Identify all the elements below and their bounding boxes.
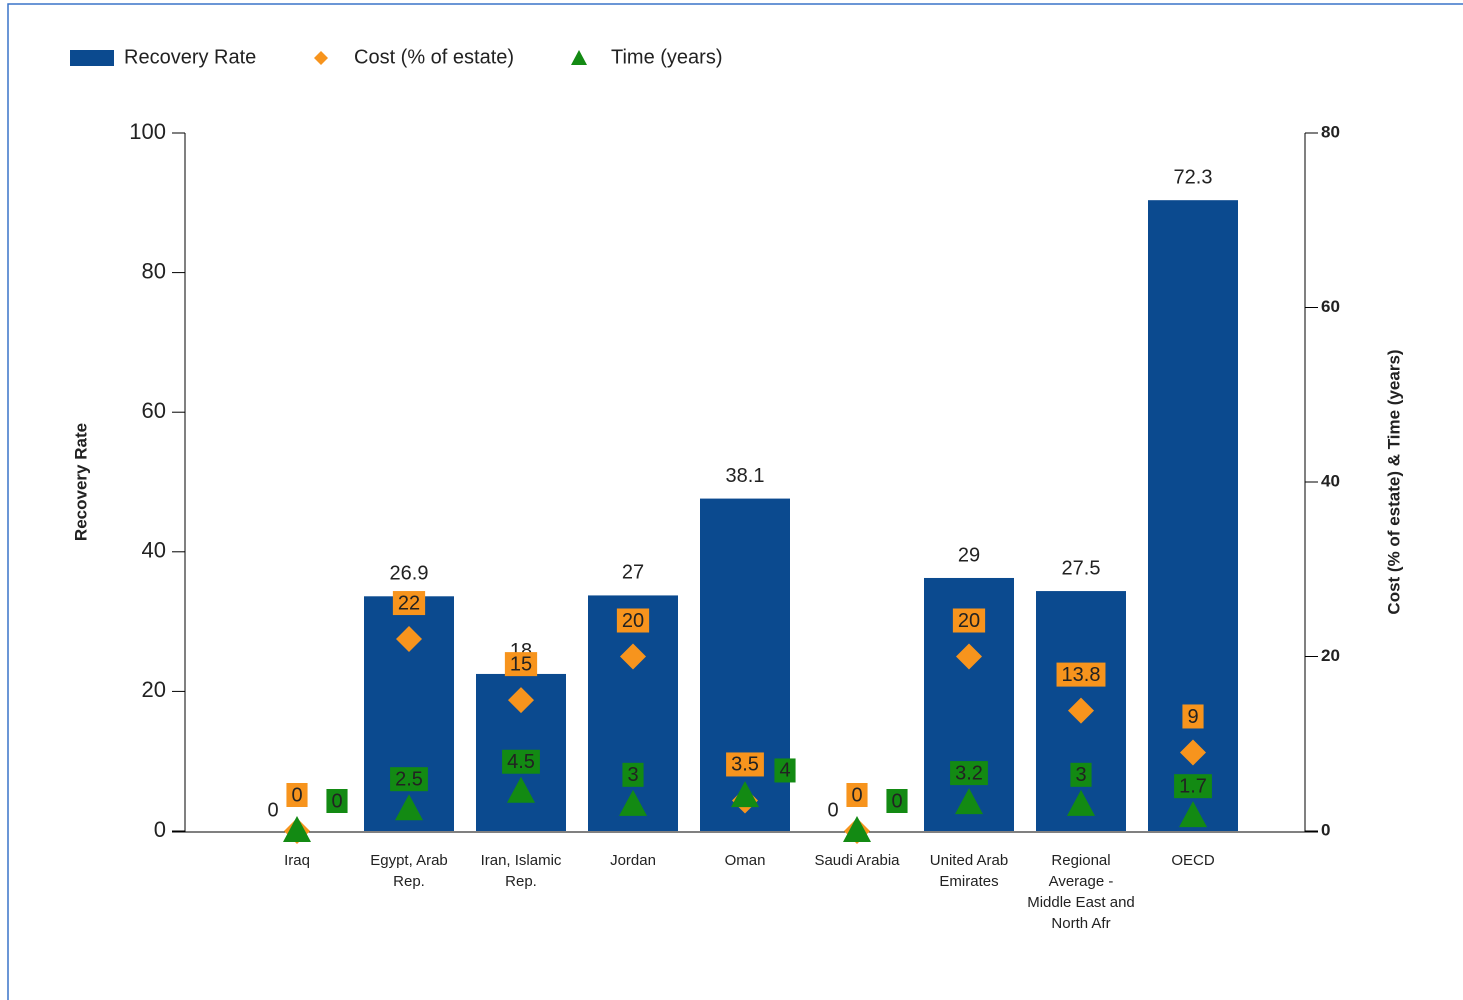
x-tick-label: Regional Average - Middle East and North… xyxy=(1027,852,1135,932)
legend-label: Recovery Rate xyxy=(124,46,256,68)
legend-label: Cost (% of estate) xyxy=(354,46,514,68)
cost-marker xyxy=(620,643,646,670)
time-label: 4.5 xyxy=(507,751,535,773)
time-label-box xyxy=(774,758,796,783)
x-tick-label: Iran, Islamic Rep. xyxy=(480,852,562,890)
bar-value-label: 0 xyxy=(267,799,278,821)
cost-label: 20 xyxy=(622,610,644,632)
y2-tick-label: 0 xyxy=(1321,820,1330,839)
y-tick-label: 0 xyxy=(154,817,166,842)
cost-label-box xyxy=(504,652,538,677)
cost-marker xyxy=(1180,739,1206,766)
bar-value-label: 29 xyxy=(958,544,980,566)
y-tick-label: 60 xyxy=(142,398,166,423)
time-marker xyxy=(1067,789,1095,816)
time-marker xyxy=(731,781,759,808)
time-label: 3 xyxy=(627,764,638,786)
bar-value-label: 0 xyxy=(827,799,838,821)
time-marker xyxy=(283,816,311,842)
y-tick-label: 100 xyxy=(129,119,166,144)
y2-axis-title: Cost (% of estate) & Time (years) xyxy=(1384,349,1403,614)
x-tick-label: Jordan xyxy=(610,852,656,869)
time-marker xyxy=(1179,801,1207,828)
time-label: 1.7 xyxy=(1179,775,1207,797)
time-label: 3.2 xyxy=(955,762,983,784)
x-tick-label: OECD xyxy=(1171,852,1215,869)
bar-value-label: 72.3 xyxy=(1174,166,1213,188)
bar-value-label: 27.5 xyxy=(1062,557,1101,579)
legend-label: Time (years) xyxy=(611,46,722,68)
time-label-box xyxy=(886,789,908,813)
bar-value-label: 26.9 xyxy=(390,563,429,585)
time-label: 0 xyxy=(331,790,342,812)
y-tick-label: 80 xyxy=(142,258,166,283)
time-label-box xyxy=(950,761,988,786)
x-tick-label: Saudi Arabia xyxy=(814,852,900,869)
time-label-box xyxy=(502,749,540,774)
y-axis-title: Recovery Rate xyxy=(71,423,90,541)
cost-marker xyxy=(1068,697,1094,724)
cost-marker xyxy=(956,643,982,670)
x-tick-label: Egypt, Arab Rep. xyxy=(370,852,448,890)
cost-label-box xyxy=(1182,704,1204,729)
cost-label-box xyxy=(616,608,650,633)
cost-label: 15 xyxy=(510,653,532,675)
cost-label-box xyxy=(846,783,868,807)
cost-label: 22 xyxy=(398,592,420,614)
cost-marker xyxy=(396,626,422,653)
time-label-box xyxy=(390,767,428,792)
x-tick-label: Oman xyxy=(724,852,766,869)
cost-label: 3.5 xyxy=(731,754,759,776)
time-label-box xyxy=(622,762,644,787)
frame xyxy=(7,3,1463,1000)
y-tick-label: 40 xyxy=(142,538,166,563)
cost-label: 0 xyxy=(291,784,302,806)
time-marker xyxy=(507,776,535,803)
time-marker xyxy=(619,789,647,816)
time-marker xyxy=(955,788,983,815)
time-label: 4 xyxy=(779,760,790,782)
time-label: 0 xyxy=(891,790,902,812)
legend-swatch xyxy=(571,50,587,65)
time-marker xyxy=(395,794,423,821)
bar-value-label: 27 xyxy=(622,562,644,584)
y2-tick-label: 60 xyxy=(1321,297,1340,316)
bar-value-label: 38.1 xyxy=(726,465,765,487)
y-tick-label: 20 xyxy=(142,677,166,702)
cost-label-box xyxy=(392,591,426,616)
y2-tick-label: 20 xyxy=(1321,646,1340,665)
time-label-box xyxy=(1070,762,1092,787)
cost-label: 20 xyxy=(958,610,980,632)
cost-label-box xyxy=(952,608,986,633)
legend-swatch xyxy=(70,50,114,66)
time-label: 2.5 xyxy=(395,768,423,790)
cost-label: 0 xyxy=(851,784,862,806)
x-tick-label: Iraq xyxy=(284,852,310,869)
y2-tick-label: 80 xyxy=(1321,122,1340,141)
time-marker xyxy=(843,816,871,842)
cost-marker xyxy=(508,687,534,714)
time-label: 3 xyxy=(1075,764,1086,786)
cost-label-box xyxy=(1056,662,1106,687)
cost-label-box xyxy=(726,752,764,777)
time-label-box xyxy=(1174,774,1212,799)
x-tick-label: United Arab Emirates xyxy=(929,852,1009,890)
cost-label: 13.8 xyxy=(1062,664,1101,686)
time-label-box xyxy=(326,789,348,813)
y2-tick-label: 40 xyxy=(1321,471,1340,490)
cost-label-box xyxy=(286,783,308,807)
bar xyxy=(1148,200,1238,831)
legend-swatch xyxy=(314,51,328,65)
cost-label: 9 xyxy=(1187,706,1198,728)
